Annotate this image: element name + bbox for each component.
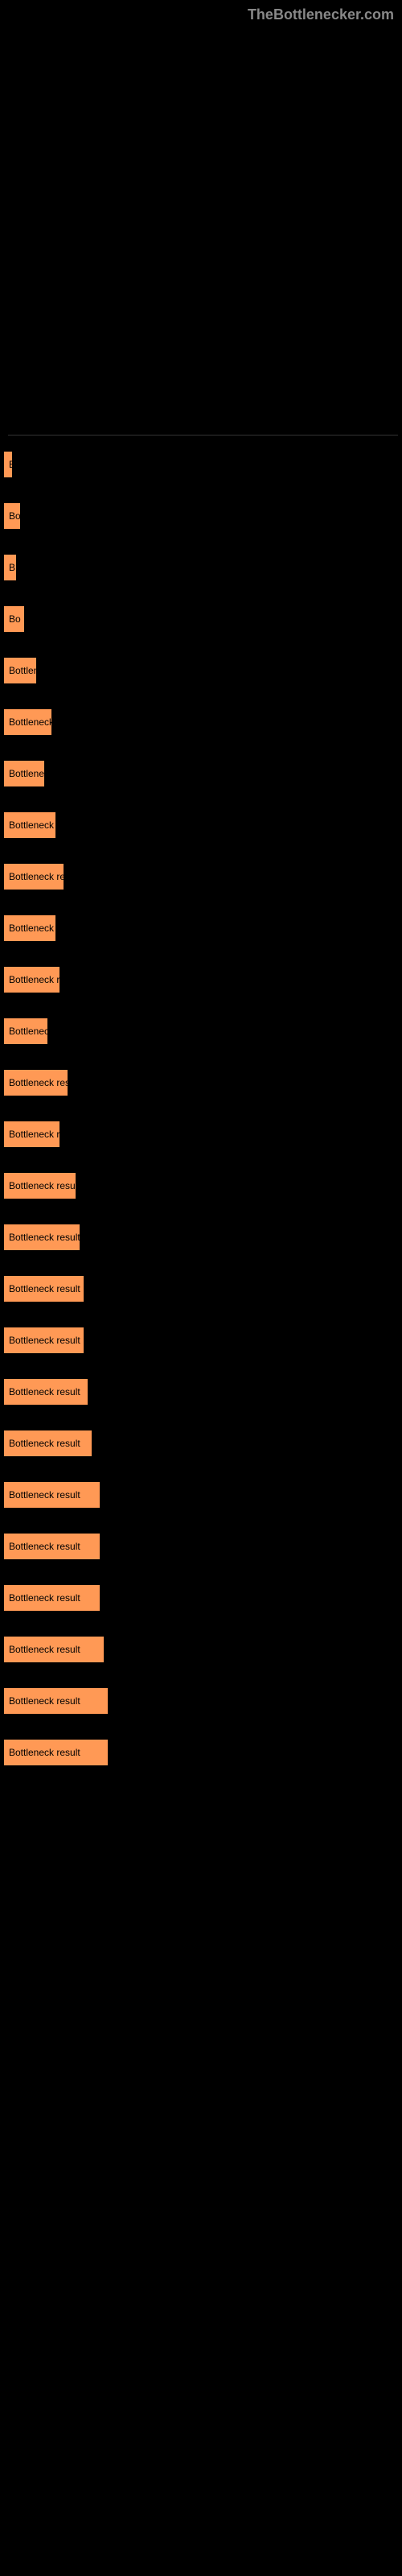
bar-row: Bottleneck result [4, 1276, 402, 1302]
bar-label: Bottleneck re [4, 813, 55, 837]
chart-bar: Bottleneck result [4, 1070, 68, 1096]
bar-label: Bottleneck result [4, 1277, 84, 1301]
bar-label: Bottleneck result [4, 1380, 85, 1404]
bar-label: B [4, 555, 16, 580]
chart-bar: Bottleneck result [4, 1430, 92, 1456]
bar-label: Bottlenec [4, 762, 44, 786]
bar-label: Bottleneck result [4, 1637, 85, 1662]
chart-bar: Bottleneck result [4, 1379, 88, 1405]
chart-bar: Bottleneck r [4, 709, 51, 735]
bar-row: Bottleneck res [4, 967, 402, 993]
bar-row: Bottleneck result [4, 1482, 402, 1508]
bar-row: Bottlen [4, 658, 402, 683]
bar-label: Bottleneck result [4, 1534, 85, 1558]
chart-bar: Bottleneck res [4, 967, 59, 993]
bar-row: Bottleneck [4, 1018, 402, 1044]
bar-row: Bottleneck result [4, 1224, 402, 1250]
bar-label: Bo [4, 504, 20, 528]
bar-row: Bottleneck r [4, 709, 402, 735]
chart-bar: Bottleneck result [4, 1740, 108, 1765]
chart-bar: Bottleneck result [4, 1637, 104, 1662]
bar-row: Bottleneck result [4, 864, 402, 890]
bar-label: Bottleneck res [4, 968, 59, 992]
chart-bar: Bottlenec [4, 761, 44, 786]
bar-label: Bottleneck result [4, 1328, 84, 1352]
chart-bar: Bottleneck result [4, 1534, 100, 1559]
bar-row: Bottleneck result [4, 1637, 402, 1662]
bar-label: Bottleneck [4, 1019, 47, 1043]
bar-row: Bottleneck result [4, 1585, 402, 1611]
bar-label: Bottleneck r [4, 710, 51, 734]
chart-bar: Bottleneck re [4, 915, 55, 941]
bar-row: Bottleneck result [4, 1740, 402, 1765]
bar-label: Bottleneck result [4, 1174, 76, 1198]
bar-label: Bottleneck result [4, 1689, 85, 1713]
bar-label: Bottleneck res [4, 1122, 59, 1146]
bar-label: B [4, 452, 14, 477]
bar-row: Bottleneck result [4, 1430, 402, 1456]
bar-row: B [4, 452, 402, 477]
chart-divider [8, 435, 398, 436]
bar-chart: B Bo B Bo Bottlen Bottleneck r Bottlenec Bottle… [0, 0, 402, 1765]
bar-row: Bottleneck res [4, 1121, 402, 1147]
bar-row: Bottleneck result [4, 1688, 402, 1714]
bar-row: Bottlenec [4, 761, 402, 786]
watermark-text: TheBottlenecker.com [248, 6, 394, 23]
chart-bar: Bottleneck result [4, 1585, 100, 1611]
chart-bar: Bo [4, 503, 20, 529]
chart-bar: Bottleneck result [4, 1276, 84, 1302]
bar-row: Bo [4, 606, 402, 632]
bar-row: Bottleneck result [4, 1327, 402, 1353]
chart-bar: Bottleneck res [4, 1121, 59, 1147]
chart-bar: B [4, 555, 16, 580]
bar-label: Bottleneck result [4, 1586, 85, 1610]
bar-row: Bottleneck re [4, 812, 402, 838]
chart-bar: Bottleneck [4, 1018, 47, 1044]
chart-bar: Bottleneck result [4, 1224, 80, 1250]
bar-row: B [4, 555, 402, 580]
bar-label: Bottleneck re [4, 916, 55, 940]
chart-bar: Bottleneck result [4, 1327, 84, 1353]
bar-row: Bottleneck result [4, 1070, 402, 1096]
bar-row: Bottleneck result [4, 1534, 402, 1559]
bar-row: Bottleneck result [4, 1173, 402, 1199]
bar-label: Bottleneck result [4, 1431, 85, 1455]
bar-label: Bottlen [4, 658, 36, 683]
chart-bar: Bottleneck result [4, 1688, 108, 1714]
chart-bar: Bottleneck result [4, 864, 64, 890]
chart-bar: Bottleneck result [4, 1482, 100, 1508]
bar-label: Bo [4, 607, 24, 631]
chart-bar: Bottlen [4, 658, 36, 683]
bar-row: Bottleneck result [4, 1379, 402, 1405]
chart-bar: Bo [4, 606, 24, 632]
bar-label: Bottleneck result [4, 1483, 85, 1507]
chart-bar: Bottleneck result [4, 1173, 76, 1199]
bar-label: Bottleneck result [4, 1071, 68, 1095]
bar-row: Bottleneck re [4, 915, 402, 941]
bar-label: Bottleneck result [4, 1740, 85, 1765]
bar-label: Bottleneck result [4, 1225, 80, 1249]
chart-bar: B [4, 452, 12, 477]
bar-label: Bottleneck result [4, 865, 64, 889]
chart-bar: Bottleneck re [4, 812, 55, 838]
bar-row: Bo [4, 503, 402, 529]
